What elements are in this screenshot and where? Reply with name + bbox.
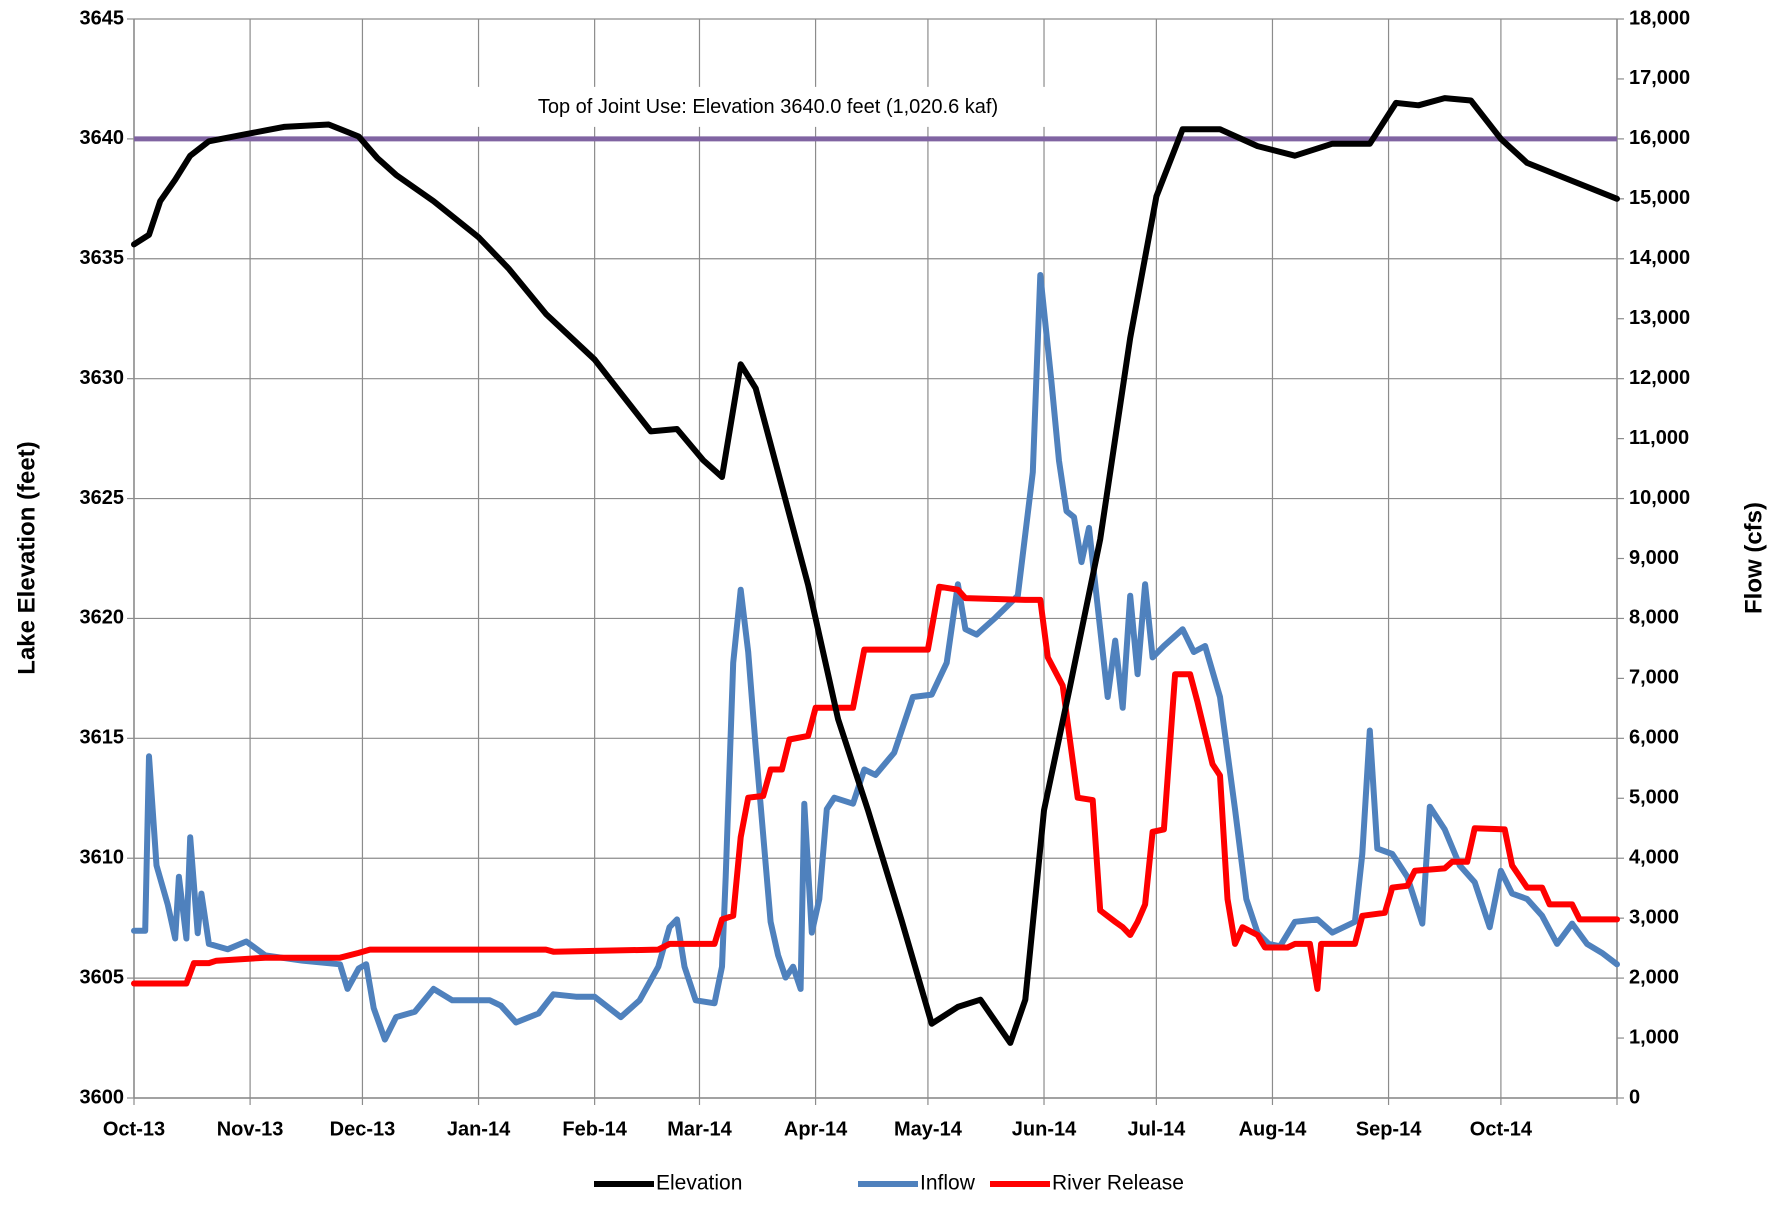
- x-tick-label: Oct-13: [103, 1118, 165, 1140]
- y-tick-label: 3605: [80, 966, 125, 988]
- series-line: [131, 272, 1620, 1043]
- x-tick-label: Aug-14: [1239, 1118, 1308, 1140]
- y-tick-label: 3620: [80, 607, 125, 629]
- y2-tick-label: 0: [1629, 1086, 1640, 1108]
- grid: [133, 18, 1618, 1099]
- x-tick-label: Sep-14: [1356, 1118, 1422, 1140]
- y2-tick-label: 14,000: [1629, 247, 1690, 269]
- y-tick-label: 3610: [80, 847, 125, 869]
- y2-tick-label: 1,000: [1629, 1026, 1679, 1048]
- y2-tick-label: 7,000: [1629, 667, 1679, 689]
- series-line: [131, 583, 1620, 992]
- y2-tick-label: 5,000: [1629, 787, 1679, 809]
- y2-tick-label: 10,000: [1629, 487, 1690, 509]
- y2-tick-label: 8,000: [1629, 607, 1679, 629]
- y2-tick-label: 13,000: [1629, 307, 1690, 329]
- y2-tick-label: 15,000: [1629, 187, 1690, 209]
- y2-tick-label: 3,000: [1629, 906, 1679, 928]
- y-tick-label: 3640: [80, 127, 125, 149]
- series-line: [131, 95, 1620, 1046]
- x-tick-label: Apr-14: [784, 1118, 848, 1140]
- x-tick-label: Dec-13: [330, 1118, 396, 1140]
- legend-label: Inflow: [920, 1172, 976, 1195]
- y-tick-label: 3630: [80, 367, 125, 389]
- y-tick-label: 3600: [80, 1086, 125, 1108]
- x-tick-label: Nov-13: [217, 1118, 284, 1140]
- y2-tick-label: 6,000: [1629, 727, 1679, 749]
- x-tick-label: May-14: [894, 1118, 963, 1140]
- note-background: [440, 86, 1110, 127]
- annotation: Top of Joint Use: Elevation 3640.0 feet …: [538, 96, 998, 118]
- y-tick-label: 3615: [80, 727, 125, 749]
- legend-label: River Release: [1052, 1172, 1184, 1195]
- y2-tick-label: 4,000: [1629, 847, 1679, 869]
- x-tick-label: Jan-14: [447, 1118, 511, 1140]
- y-axis-title: Lake Elevation (feet): [13, 441, 40, 674]
- x-tick-label: Feb-14: [562, 1118, 627, 1140]
- y2-tick-label: 11,000: [1629, 427, 1689, 449]
- x-tick-label: Mar-14: [667, 1118, 732, 1140]
- y-tick-label: 3645: [80, 7, 125, 29]
- legend-label: Elevation: [656, 1172, 742, 1195]
- y2-tick-label: 17,000: [1629, 67, 1690, 89]
- y2-tick-label: 12,000: [1629, 367, 1690, 389]
- y2-axis-title: Flow (cfs): [1740, 502, 1767, 614]
- x-tick-label: Jun-14: [1012, 1118, 1077, 1140]
- y2-tick-label: 16,000: [1629, 127, 1690, 149]
- x-tick-label: Jul-14: [1127, 1118, 1186, 1140]
- y-tick-label: 3635: [80, 247, 125, 269]
- y-tick-label: 3625: [80, 487, 125, 509]
- y2-tick-label: 18,000: [1629, 7, 1690, 29]
- y2-tick-label: 2,000: [1629, 966, 1679, 988]
- x-tick-label: Oct-14: [1470, 1118, 1533, 1140]
- y2-tick-label: 9,000: [1629, 547, 1679, 569]
